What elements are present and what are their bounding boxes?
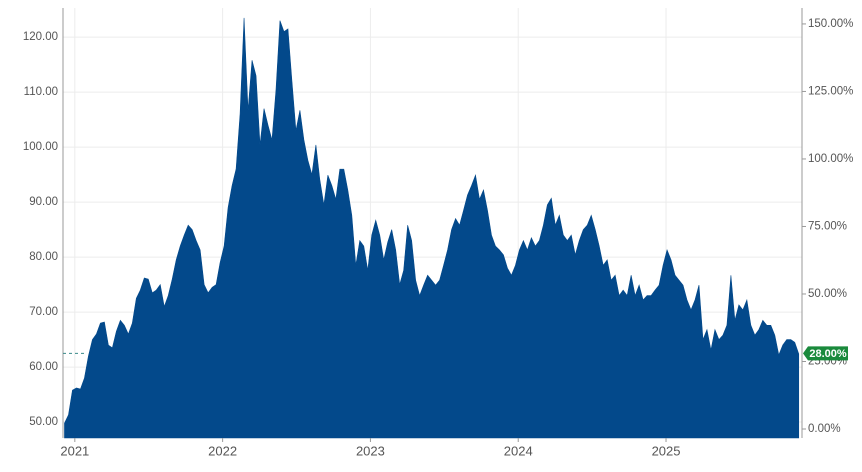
y2-tick-label: 100.00%	[808, 153, 853, 165]
y-tick-label: 80.00	[29, 251, 58, 263]
y-tick-label: 90.00	[29, 196, 58, 208]
y-tick-label: 70.00	[29, 306, 58, 318]
y-tick-label: 50.00	[29, 416, 58, 428]
y2-tick-label: 0.00%	[808, 423, 841, 435]
x-tick-label: 2024	[504, 443, 533, 458]
x-tick-label: 2021	[60, 443, 89, 458]
y2-tick-label: 75.00%	[808, 221, 847, 233]
y2-tick-label: 125.00%	[808, 85, 853, 97]
x-tick-label: 2022	[208, 443, 237, 458]
y-tick-label: 120.00	[23, 31, 58, 43]
value-badge	[803, 346, 848, 361]
area	[64, 17, 800, 439]
value-badge-label: 28.00%	[809, 348, 847, 360]
y2-tick-label: 50.00%	[808, 288, 847, 300]
x-tick-label: 2023	[356, 443, 385, 458]
y-tick-label: 100.00	[23, 141, 58, 153]
y-tick-label: 110.00	[24, 86, 58, 98]
y2-tick-label: 150.00%	[808, 18, 853, 30]
y-tick-label: 60.00	[29, 361, 58, 373]
x-tick-label: 2025	[652, 443, 681, 458]
